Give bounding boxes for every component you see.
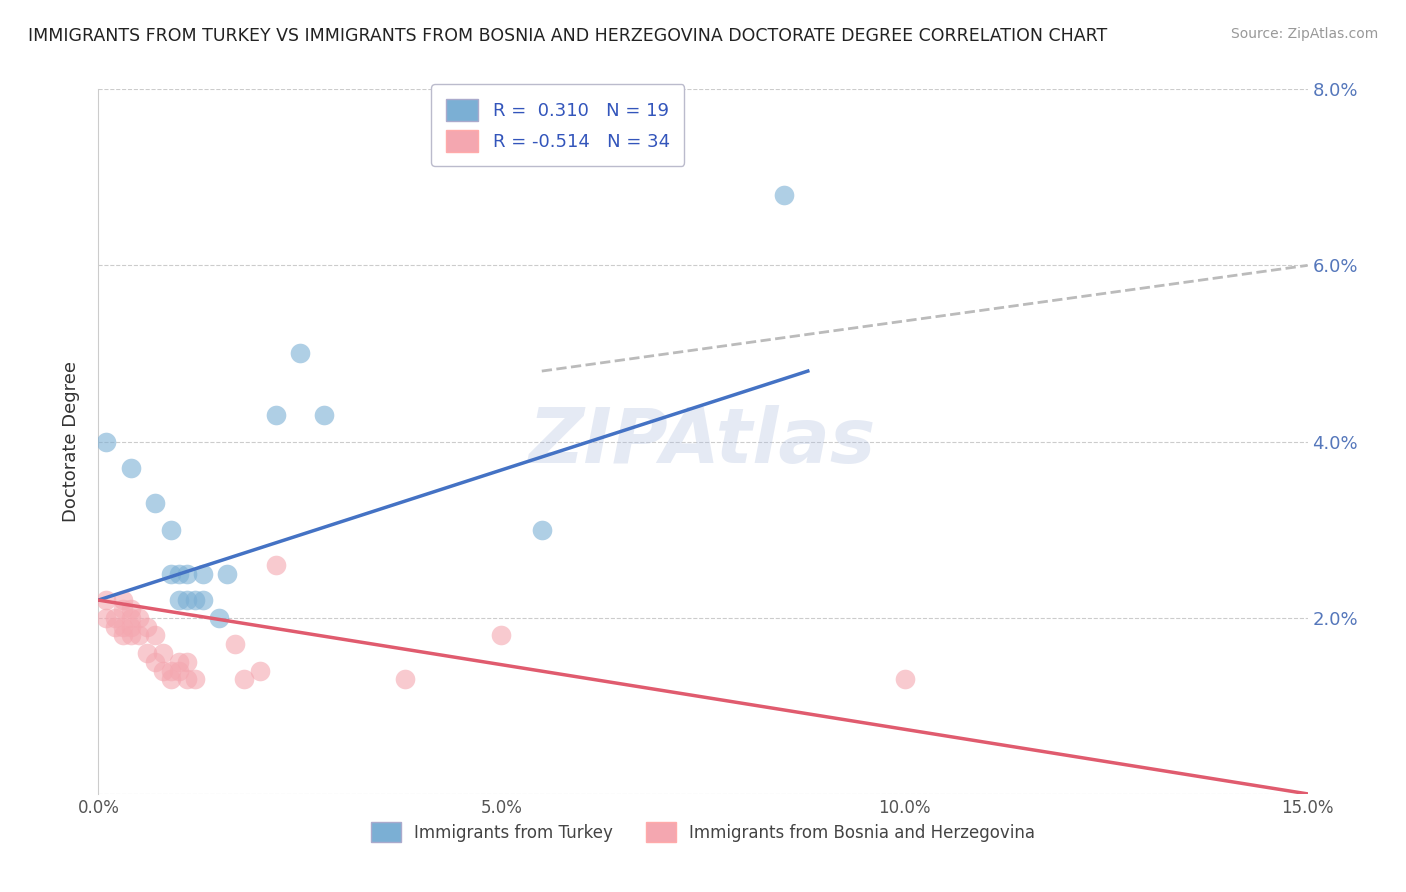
Point [111,602,134,616]
Point [120,461,142,475]
Point [167,655,190,669]
Point [176,655,198,669]
Point [288,346,311,360]
Point [152,664,174,678]
Text: IMMIGRANTS FROM TURKEY VS IMMIGRANTS FROM BOSNIA AND HERZEGOVINA DOCTORATE DEGRE: IMMIGRANTS FROM TURKEY VS IMMIGRANTS FRO… [28,27,1108,45]
Point [120,610,142,624]
Point [160,566,183,581]
Point [491,628,513,642]
Y-axis label: Doctorate Degree: Doctorate Degree [62,361,80,522]
Point [264,408,287,422]
Point [143,628,166,642]
Point [167,566,190,581]
Point [893,673,915,687]
Point [167,664,190,678]
Point [128,610,150,624]
Point [176,566,198,581]
Point [103,619,125,633]
Point [184,593,207,607]
Point [103,610,125,624]
Point [135,646,157,660]
Point [128,628,150,642]
Point [176,593,198,607]
Point [249,664,271,678]
Point [193,593,215,607]
Point [120,628,142,642]
Point [232,673,254,687]
Point [264,558,287,572]
Point [111,628,134,642]
Point [111,619,134,633]
Point [96,593,118,607]
Point [167,593,190,607]
Point [120,602,142,616]
Point [176,673,198,687]
Legend: Immigrants from Turkey, Immigrants from Bosnia and Herzegovina: Immigrants from Turkey, Immigrants from … [364,815,1042,849]
Point [120,619,142,633]
Point [143,655,166,669]
Point [530,523,553,537]
Point [217,566,239,581]
Point [160,664,183,678]
Text: Source: ZipAtlas.com: Source: ZipAtlas.com [1230,27,1378,41]
Point [135,619,157,633]
Point [96,610,118,624]
Point [314,408,336,422]
Point [96,434,118,449]
Point [160,523,183,537]
Point [111,593,134,607]
Point [193,566,215,581]
Point [184,673,207,687]
Point [160,673,183,687]
Point [143,496,166,510]
Point [772,187,794,202]
Point [208,610,231,624]
Point [394,673,416,687]
Point [152,646,174,660]
Point [224,637,246,651]
Text: ZIPAtlas: ZIPAtlas [529,405,877,478]
